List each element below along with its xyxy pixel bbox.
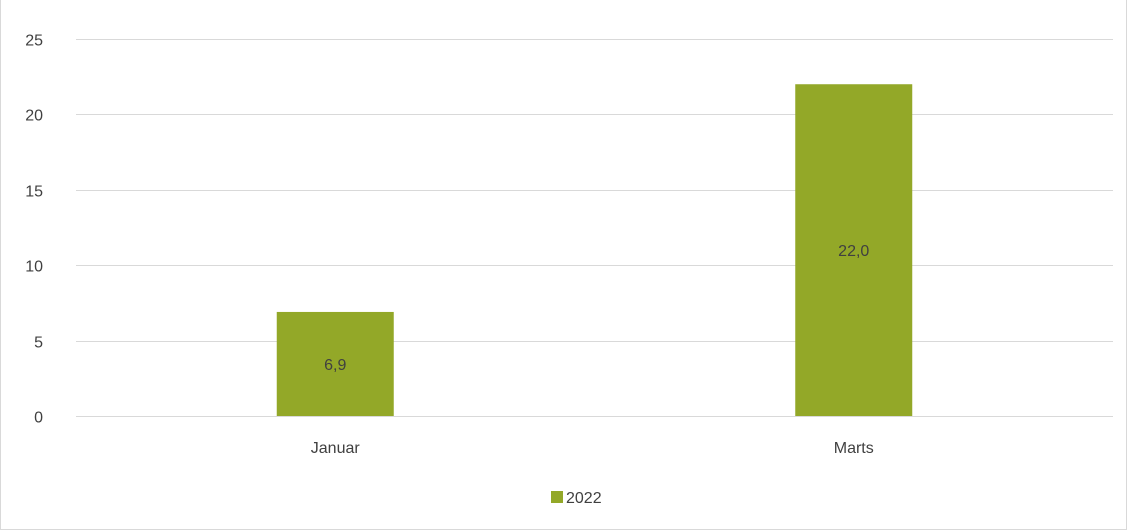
legend-label: 2022	[566, 490, 602, 507]
y-axis-ticks: 0 5 10 15 20 25	[25, 33, 43, 427]
x-axis-ticks: Januar Marts	[311, 440, 874, 457]
bar-marts	[795, 84, 913, 417]
y-tick-label: 0	[34, 410, 43, 427]
y-tick-label: 10	[25, 259, 43, 276]
legend-swatch	[551, 491, 563, 503]
gridlines	[76, 39, 1113, 417]
x-tick-label: Januar	[311, 440, 361, 457]
y-tick-label: 25	[25, 33, 43, 50]
bars: 6,9 22,0	[276, 84, 913, 417]
y-tick-label: 5	[34, 335, 43, 352]
legend: 2022	[551, 490, 602, 507]
x-tick-label: Marts	[834, 440, 874, 457]
data-label: 6,9	[324, 357, 346, 374]
y-tick-label: 15	[25, 184, 43, 201]
data-label: 22,0	[838, 243, 869, 260]
y-tick-label: 20	[25, 108, 43, 125]
bar-januar	[276, 311, 394, 416]
